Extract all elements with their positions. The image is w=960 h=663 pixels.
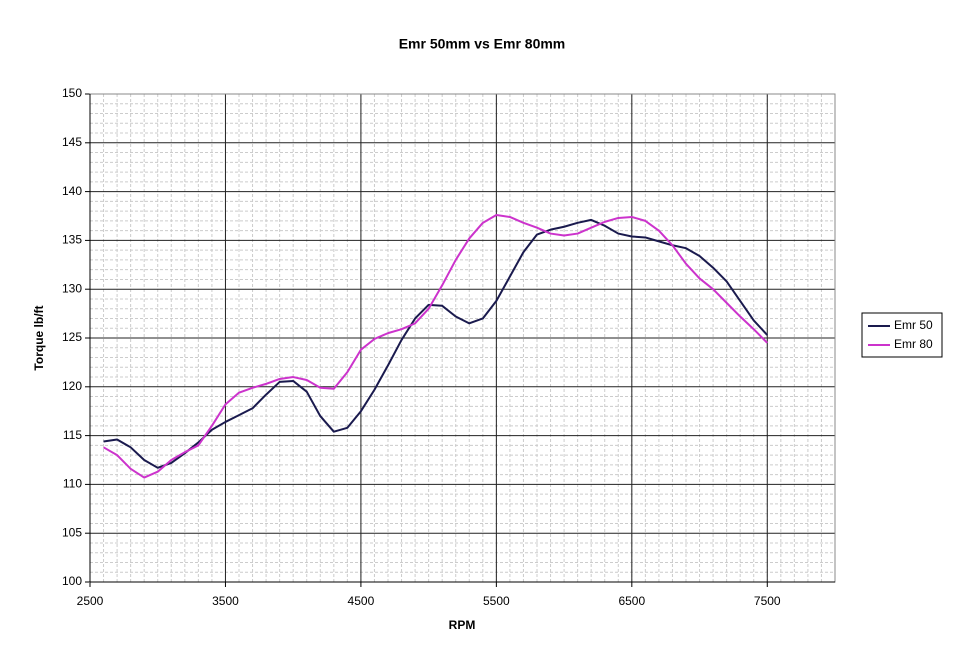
y-tick-label: 145: [62, 135, 82, 149]
y-tick-label: 125: [62, 330, 82, 344]
y-tick-label: 135: [62, 233, 82, 247]
plot-area: 100 105 110 115 120 125 130 135 140 145 150 2500 350…: [62, 86, 836, 608]
y-tick-label: 130: [62, 281, 82, 295]
legend-label: Emr 80: [894, 337, 933, 351]
x-tick-label: 4500: [348, 594, 375, 608]
y-axis-title: Torque lb/ft: [32, 305, 46, 370]
series-line: [103, 218, 769, 469]
x-axis-title: RPM: [449, 618, 476, 632]
x-tick-label: 7500: [754, 594, 781, 608]
y-tick-label: 105: [62, 525, 82, 539]
x-tick-label: 5500: [483, 594, 510, 608]
y-tick-label: 100: [62, 574, 82, 588]
y-tick-label: 110: [63, 477, 82, 491]
x-tick-label: 6500: [618, 594, 645, 608]
legend-box: [861, 312, 943, 358]
series-line: [103, 214, 768, 479]
y-tick-label: 140: [62, 184, 82, 198]
y-tick-label: 120: [62, 379, 82, 393]
y-tick-label: 150: [62, 86, 82, 100]
legend: Emr 50 Emr 80: [861, 312, 943, 358]
y-tick-label: 115: [63, 428, 82, 442]
x-tick-label: 3500: [212, 594, 239, 608]
legend-label: Emr 50: [894, 318, 933, 332]
x-tick-label: 2500: [77, 594, 104, 608]
chart-title: Emr 50mm vs Emr 80mm: [399, 36, 566, 52]
